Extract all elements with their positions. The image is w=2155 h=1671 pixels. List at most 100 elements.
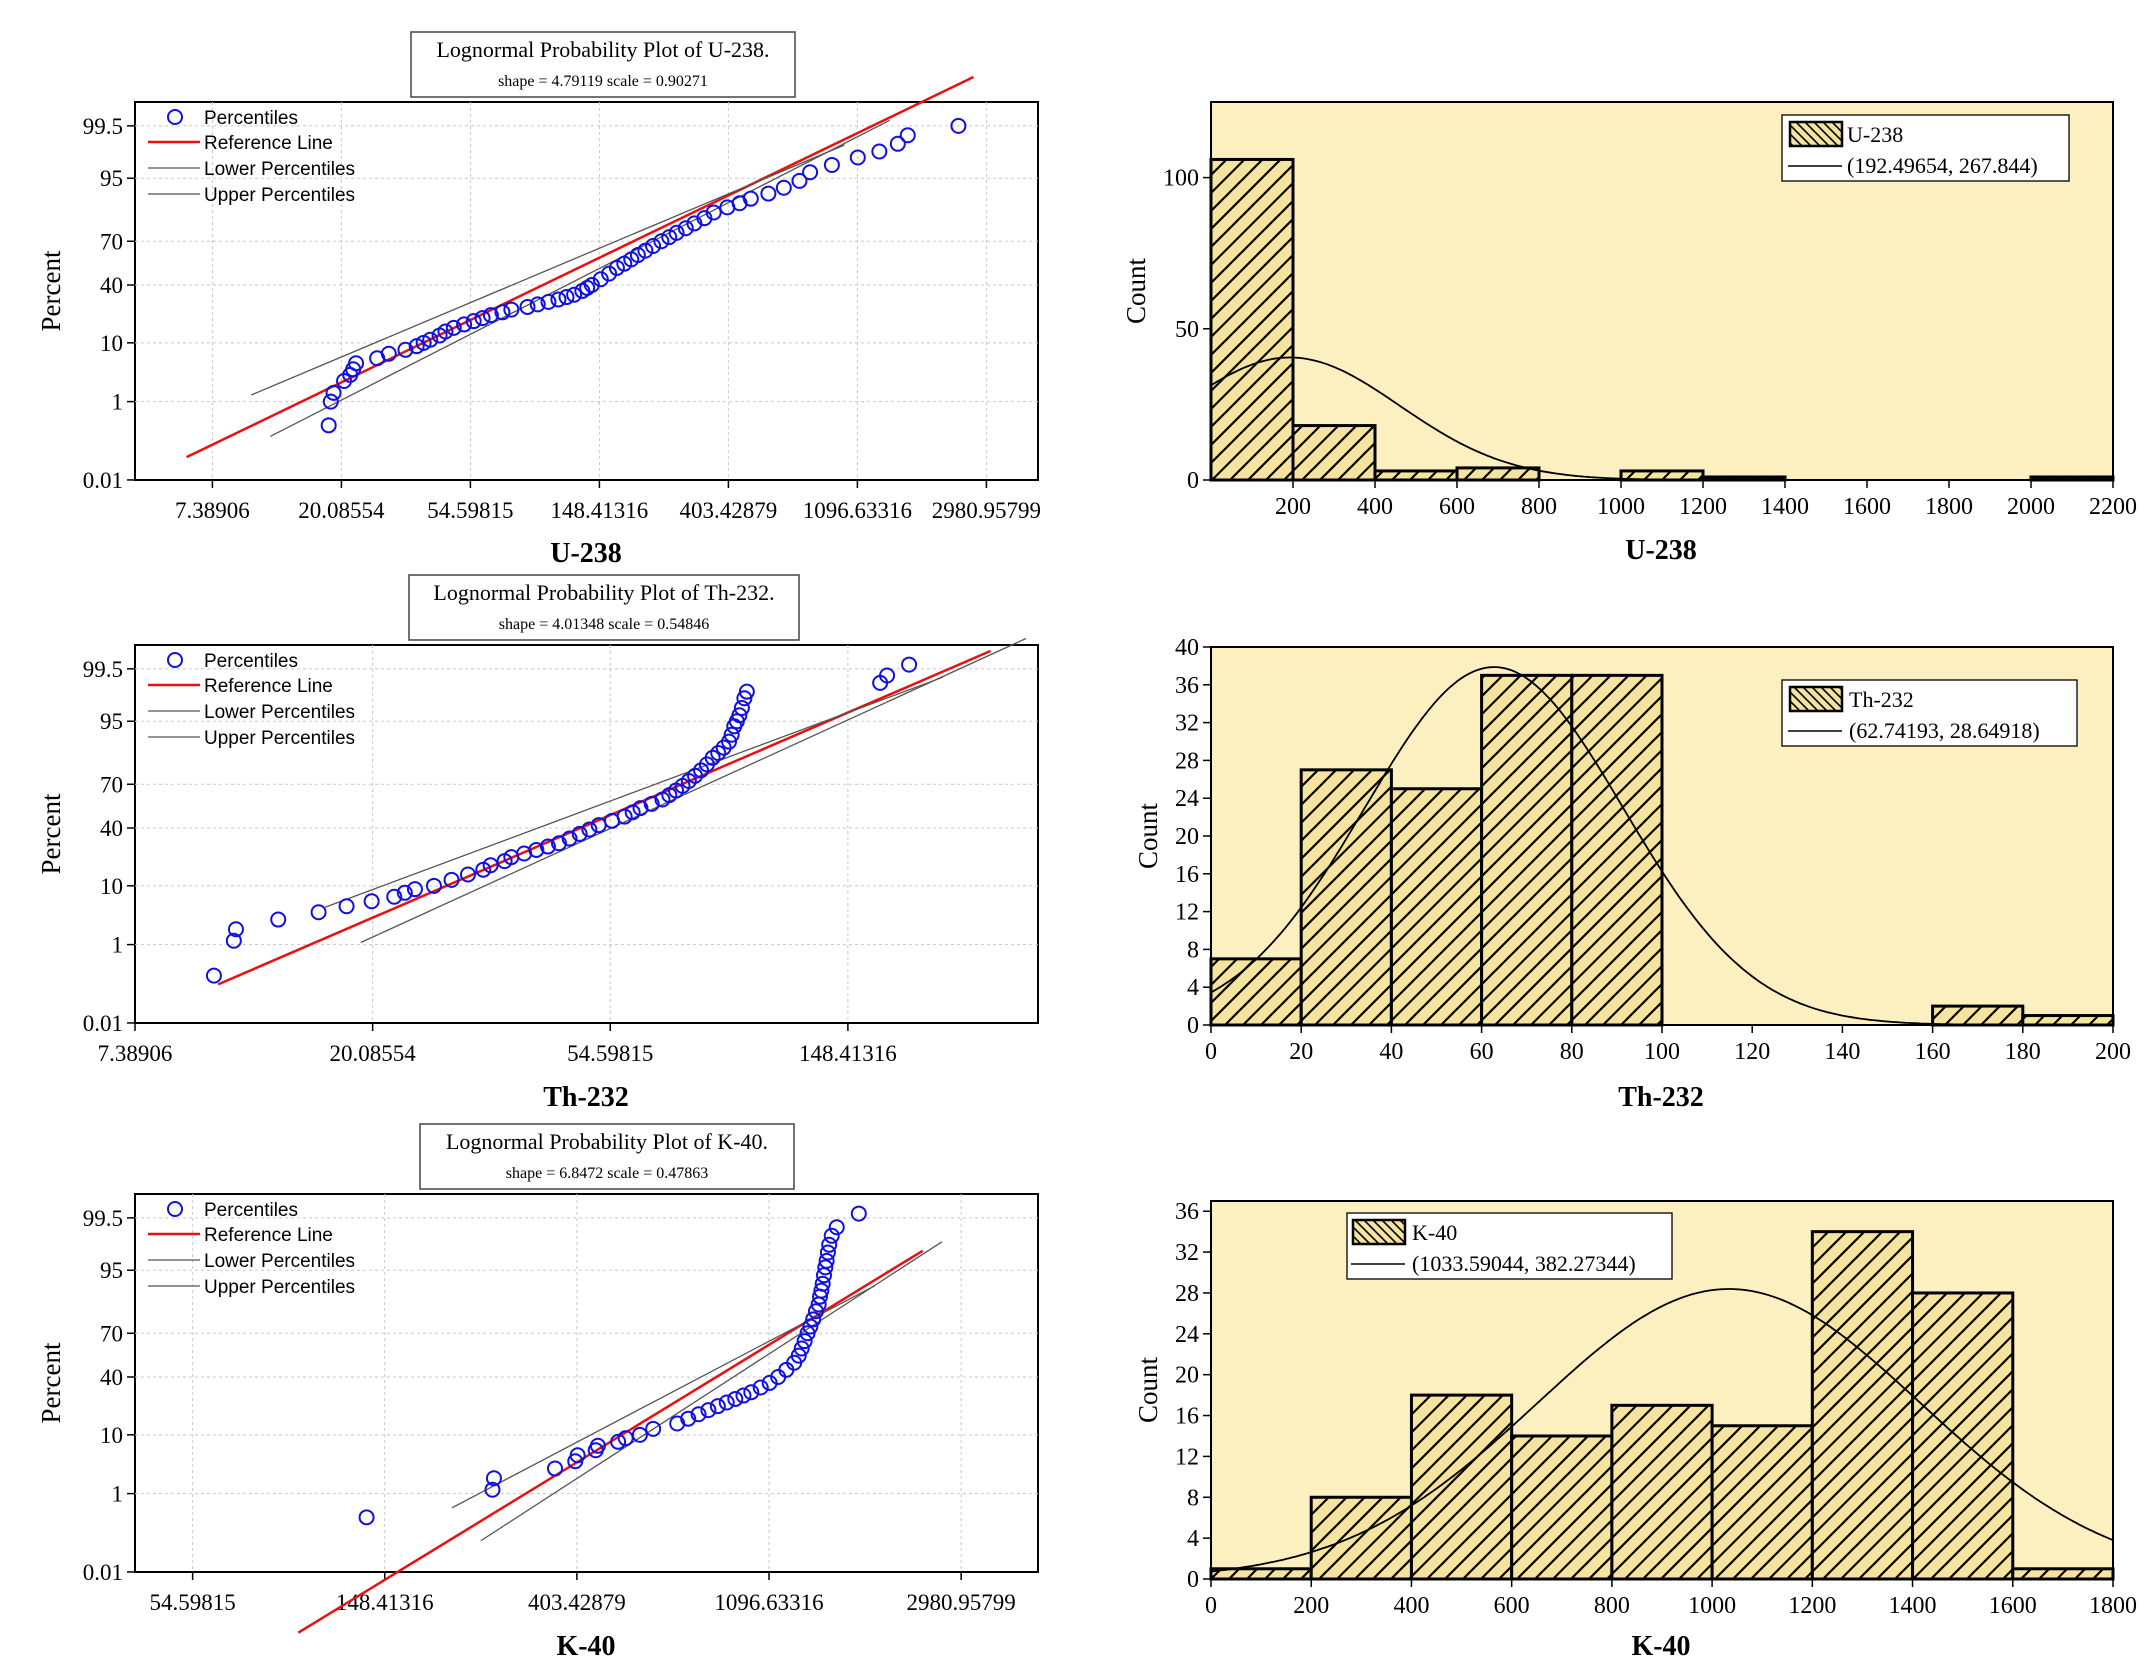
upper-percentile-line	[480, 1241, 943, 1542]
percentile-point	[668, 224, 685, 241]
percentile-point	[731, 707, 748, 724]
legend-fit-label: (62.74193, 28.64918)	[1849, 718, 2040, 743]
percentile-point	[571, 825, 588, 842]
histogram-bars	[1209, 1230, 2115, 1581]
percentile-point	[718, 1394, 735, 1411]
percentile-point	[539, 838, 556, 855]
percentile-point	[738, 683, 755, 700]
histogram-bar	[1299, 768, 1393, 1027]
y-axis-label: Percent	[36, 793, 66, 874]
percentile-point	[456, 316, 473, 333]
percentile-point	[396, 884, 413, 901]
histogram-bar	[1209, 957, 1303, 1027]
legend-label: Upper Percentiles	[204, 728, 355, 749]
y-tick-label: 99.5	[83, 114, 123, 139]
legend-marker-points	[167, 652, 183, 668]
x-tick-label: 20.08554	[298, 498, 385, 523]
x-tick-label: 7.38906	[175, 498, 250, 523]
x-tick-label: 200	[2095, 1039, 2131, 1065]
percentile-point	[710, 744, 727, 761]
legend: K-40 (1033.59044, 382.27344)	[1346, 1212, 1673, 1280]
y-tick-label: 99.5	[83, 657, 123, 682]
x-tick-label: 2980.95799	[907, 1590, 1016, 1615]
x-tick-label: 20.08554	[330, 1041, 417, 1066]
histogram-bar	[1373, 469, 1459, 482]
y-tick-label: 95	[100, 709, 123, 734]
percentile-points	[358, 1205, 867, 1526]
histogram-bar	[1510, 1434, 1614, 1581]
percentile-point	[485, 1470, 502, 1487]
y-tick-label: 0	[1187, 468, 1199, 494]
y-tick-label: 40	[100, 1365, 123, 1390]
percentile-point	[817, 1259, 834, 1276]
percentile-point	[899, 127, 916, 144]
percentile-point	[790, 1347, 807, 1364]
x-axis-label: Th-232	[1618, 1082, 1704, 1113]
probability-plot-th232: Lognormal Probability Plot of Th-232. sh…	[36, 574, 1039, 1113]
legend-label: Th-232	[1849, 687, 1914, 712]
x-tick-label: 1400	[1889, 1593, 1937, 1619]
axis-ticks: 7.38906 20.08554 54.59815 148.41316 403.4287…	[83, 114, 1041, 523]
histogram-bar	[1455, 466, 1541, 482]
histogram-th232: 0 20 40 60 80 100 120 140 160 180 200 0 4 8 12 16 20 24 28…	[1133, 635, 2131, 1113]
percentile-point	[802, 1318, 819, 1335]
percentile-point	[631, 1426, 648, 1443]
grid	[135, 102, 1038, 480]
y-tick-label: 20	[1175, 1363, 1199, 1389]
legend-swatch	[1351, 1218, 1407, 1246]
y-tick-label: 100	[1163, 166, 1199, 192]
x-tick-label: 0	[1205, 1593, 1217, 1619]
histogram-bar	[1710, 1424, 1814, 1581]
legend-swatch	[1788, 120, 1844, 148]
x-tick-label: 160	[1915, 1039, 1951, 1065]
y-tick-label: 28	[1175, 1281, 1199, 1307]
y-tick-label: 20	[1175, 824, 1199, 850]
percentile-point	[459, 866, 476, 883]
percentile-point	[380, 345, 397, 362]
x-tick-label: 2000	[2007, 494, 2055, 520]
histogram-k40: 0 200 400 600 800 1000 1200 1400 1600 1800 0 4 8 12 16…	[1133, 1199, 2137, 1662]
axis-ticks: 7.38906 20.08554 54.59815 148.41316 0.01 1 10 4…	[83, 657, 897, 1066]
legend-label: Lower Percentiles	[204, 1251, 355, 1272]
percentile-point	[320, 417, 337, 434]
x-axis-label: K-40	[556, 1631, 615, 1662]
legend-fit-label: (1033.59044, 382.27344)	[1412, 1251, 1636, 1276]
x-axis-label: K-40	[1631, 1631, 1690, 1662]
lower-percentile-line	[250, 144, 845, 396]
percentile-point	[901, 656, 918, 673]
x-tick-label: 600	[1439, 494, 1475, 520]
y-tick-label: 95	[100, 1258, 123, 1283]
axis-ticks: 0 200 400 600 800 1000 1200 1400 1600 1800 0 4 8 12 16…	[1175, 1199, 2137, 1619]
percentile-point	[889, 135, 906, 152]
percentile-point	[653, 233, 670, 250]
y-tick-label: 8	[1187, 1485, 1199, 1511]
percentile-point	[752, 1379, 769, 1396]
percentile-point	[443, 871, 460, 888]
histogram-bar	[1610, 1403, 1714, 1581]
x-tick-label: 54.59815	[150, 1590, 236, 1615]
upper-percentile-line	[360, 637, 1027, 944]
percentile-point	[624, 804, 641, 821]
y-tick-label: 32	[1175, 1240, 1199, 1266]
percentile-point	[802, 164, 819, 181]
y-tick-label: 40	[1175, 635, 1199, 661]
x-axis-label: U-238	[550, 538, 622, 569]
y-tick-label: 24	[1175, 1322, 1199, 1348]
x-tick-label: 800	[1594, 1593, 1630, 1619]
fit-lines	[217, 637, 1027, 986]
x-tick-label: 148.41316	[551, 498, 649, 523]
y-tick-label: 70	[100, 1321, 123, 1346]
normal-fit-curve	[1210, 1288, 2114, 1573]
percentile-point	[550, 291, 567, 308]
percentile-point	[721, 733, 738, 750]
percentile-point	[205, 967, 222, 984]
percentile-point	[677, 220, 694, 237]
x-tick-label: 400	[1393, 1593, 1429, 1619]
x-tick-label: 403.42879	[680, 498, 778, 523]
histogram-bar	[2021, 1014, 2115, 1027]
x-tick-label: 1800	[2089, 1593, 2137, 1619]
percentile-point	[547, 1460, 564, 1477]
legend-swatch	[1788, 685, 1844, 713]
percentile-point	[645, 1420, 662, 1437]
y-tick-label: 70	[100, 229, 123, 254]
